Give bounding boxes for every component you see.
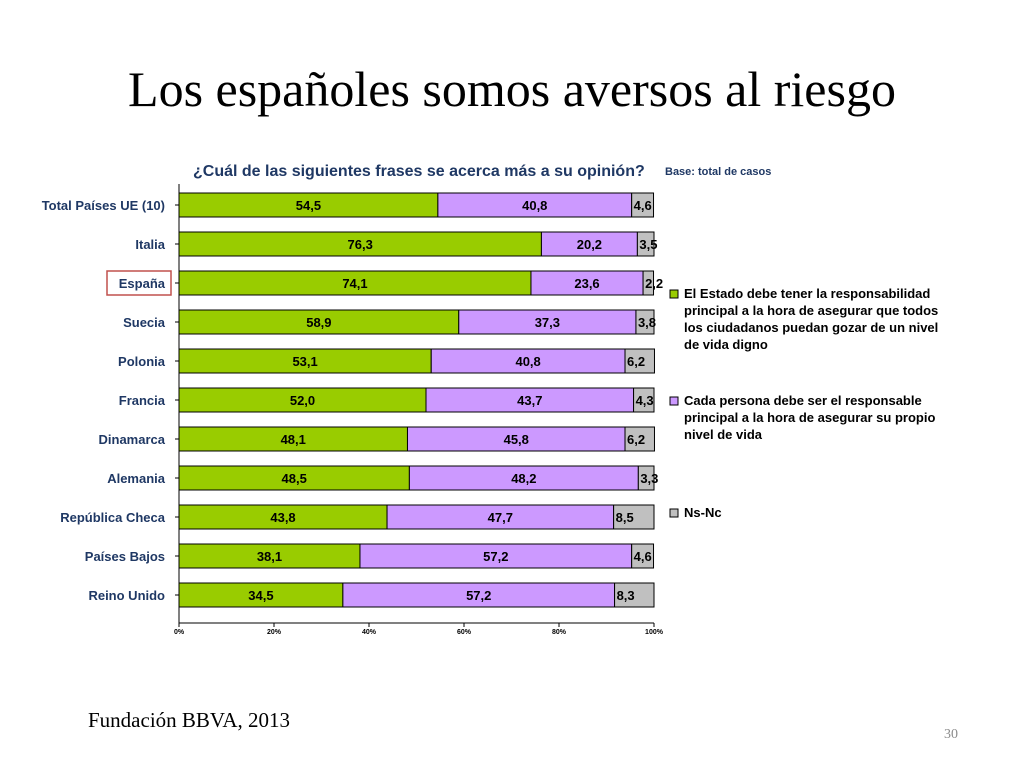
bar-segment xyxy=(635,309,655,335)
x-tick-label: 100% xyxy=(645,629,664,636)
data-label: 52,0 xyxy=(290,393,315,408)
data-label: 76,3 xyxy=(348,237,373,252)
data-label: 37,3 xyxy=(535,315,560,330)
legend-swatch xyxy=(669,396,679,406)
data-label: 4,3 xyxy=(636,393,654,408)
legend-label: Ns-Nc xyxy=(684,505,722,520)
category-label: Suecia xyxy=(123,315,166,330)
data-label: 53,1 xyxy=(292,354,317,369)
x-tick-label: 40% xyxy=(362,629,377,636)
legend-label: principal a la hora de asegurar su propi… xyxy=(684,410,935,425)
data-label: 4,6 xyxy=(634,549,652,564)
legend-swatch xyxy=(669,508,679,518)
data-label: 8,5 xyxy=(616,510,634,525)
data-label: 48,5 xyxy=(282,471,307,486)
data-label: 3,8 xyxy=(638,315,656,330)
data-label: 58,9 xyxy=(306,315,331,330)
chart-title: ¿Cuál de las siguientes frases se acerca… xyxy=(193,163,645,180)
bar-segment xyxy=(540,231,638,257)
bar-segment xyxy=(631,192,655,218)
bar-segment xyxy=(359,543,633,569)
bar-segment xyxy=(178,426,408,452)
data-label: 40,8 xyxy=(522,198,547,213)
legend-label: de vida digno xyxy=(684,337,768,352)
category-label: Países Bajos xyxy=(85,549,165,564)
bar-segment xyxy=(636,231,655,257)
bar-segment xyxy=(530,270,644,296)
category-label: Italia xyxy=(135,237,165,252)
x-tick-label: 80% xyxy=(552,629,567,636)
data-label: 20,2 xyxy=(577,237,602,252)
source-citation: Fundación BBVA, 2013 xyxy=(88,708,291,732)
data-label: 38,1 xyxy=(257,549,282,564)
category-label: Francia xyxy=(119,393,166,408)
bar-segment xyxy=(178,582,344,608)
legend-label: El Estado debe tener la responsabilidad xyxy=(684,286,930,301)
bar-segment xyxy=(386,504,615,530)
data-label: 48,1 xyxy=(281,432,306,447)
data-label: 3,5 xyxy=(639,237,657,252)
data-label: 45,8 xyxy=(504,432,529,447)
highlight-box xyxy=(106,270,172,296)
data-label: 23,6 xyxy=(574,276,599,291)
data-label: 40,8 xyxy=(515,354,540,369)
bar-segment xyxy=(406,426,626,452)
legend-label: Cada persona debe ser el responsable xyxy=(684,393,922,408)
page-number: 30 xyxy=(944,727,958,742)
chart-subtitle: Base: total de casos xyxy=(665,166,771,178)
data-label: 57,2 xyxy=(483,549,508,564)
data-label: 8,3 xyxy=(617,588,635,603)
bar-segment xyxy=(614,582,655,608)
bar-segment xyxy=(342,582,616,608)
category-label: República Checa xyxy=(60,510,166,525)
data-label: 74,1 xyxy=(342,276,367,291)
category-label: Alemania xyxy=(107,471,166,486)
legend-label: principal a la hora de asegurar que todo… xyxy=(684,303,938,318)
data-label: 6,2 xyxy=(627,432,645,447)
legend-label: los ciudadanos puedan gozar de un nivel xyxy=(684,320,938,335)
bar-segment xyxy=(178,270,532,296)
data-label: 34,5 xyxy=(248,588,273,603)
data-label: 4,6 xyxy=(634,198,652,213)
bar-segment xyxy=(613,504,655,530)
bar-segment xyxy=(408,465,639,491)
data-label: 48,2 xyxy=(511,471,536,486)
data-label: 47,7 xyxy=(488,510,513,525)
data-label: 3,3 xyxy=(640,471,658,486)
bar-segment xyxy=(633,387,655,413)
bar-segment xyxy=(637,465,655,491)
x-tick-label: 60% xyxy=(457,629,472,636)
data-label: 2,2 xyxy=(645,276,663,291)
bar-segment xyxy=(624,348,655,374)
legend-label: nivel de vida xyxy=(684,427,763,442)
bar-segment xyxy=(624,426,655,452)
bar-segment xyxy=(178,543,361,569)
slide-title: Los españoles somos aversos al riesgo xyxy=(128,61,896,117)
category-label: Polonia xyxy=(118,354,166,369)
bar-segment xyxy=(430,348,626,374)
legend-swatch xyxy=(669,289,679,299)
bar-segment xyxy=(178,231,542,257)
bar-segment xyxy=(178,387,427,413)
bar-segment xyxy=(425,387,635,413)
data-label: 43,8 xyxy=(270,510,295,525)
data-label: 57,2 xyxy=(466,588,491,603)
data-label: 54,5 xyxy=(296,198,321,213)
x-tick-label: 0% xyxy=(174,629,185,636)
bar-segment xyxy=(178,192,439,218)
category-label: Total Países UE (10) xyxy=(42,198,165,213)
x-tick-label: 20% xyxy=(267,629,282,636)
bar-segment xyxy=(642,270,655,296)
data-label: 43,7 xyxy=(517,393,542,408)
category-label: España xyxy=(119,276,166,291)
bar-segment xyxy=(178,465,410,491)
bar-segment xyxy=(458,309,637,335)
bar-segment xyxy=(631,543,655,569)
data-label: 6,2 xyxy=(627,354,645,369)
category-label: Reino Unido xyxy=(88,588,165,603)
category-label: Dinamarca xyxy=(99,432,166,447)
